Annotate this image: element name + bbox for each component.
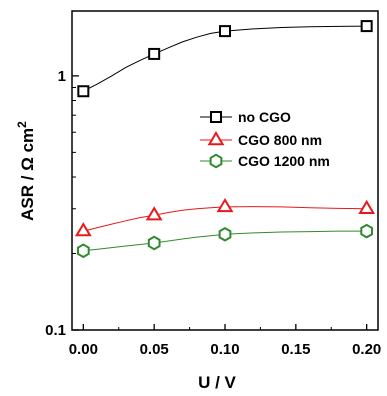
y-axis-title: ASR / Ω cm2 <box>15 121 37 221</box>
legend-label-3: CGO 1200 nm <box>238 153 330 169</box>
series-line-1 <box>83 25 367 92</box>
plot-frame <box>71 10 379 331</box>
series-2-point <box>145 206 163 221</box>
y-tick-label: 0.1 <box>45 322 66 339</box>
x-tick-label: 0.15 <box>281 341 310 358</box>
y-tick-labels: 0.11 <box>45 68 66 339</box>
series-line-3 <box>83 230 367 252</box>
legend-marker-2 <box>207 131 225 146</box>
y-axis-title-main: ASR / Ω cm <box>18 128 37 221</box>
series-3-point <box>360 223 374 239</box>
series-1-point <box>77 85 90 98</box>
legend: no CGO CGO 800 nm CGO 1200 nm <box>200 109 330 169</box>
series-2-point <box>216 197 234 213</box>
series-3-point <box>218 226 232 242</box>
series-curves <box>83 25 367 252</box>
series-line-2 <box>83 206 367 232</box>
y-tick-label: 1 <box>58 68 66 85</box>
legend-marker-1 <box>210 111 222 123</box>
series-3-point <box>76 243 90 259</box>
series-2-point <box>358 199 376 214</box>
x-tick-label: 0.05 <box>140 341 169 358</box>
legend-label-2: CGO 800 nm <box>238 132 322 148</box>
x-tick-label: 0.20 <box>352 341 381 358</box>
series-markers <box>74 20 376 259</box>
series-3-point <box>147 235 161 251</box>
series-2-point <box>74 222 92 237</box>
x-axis-title: U / V <box>198 373 236 392</box>
series-1-point <box>360 20 373 33</box>
series-1-point <box>148 47 161 60</box>
x-tick-label: 0.10 <box>210 341 239 358</box>
y-axis-title-superscript: 2 <box>15 121 29 128</box>
legend-label-1: no CGO <box>238 109 291 125</box>
x-tick-labels: 0.00 0.05 0.10 0.15 0.20 <box>69 341 382 358</box>
series-1-point <box>219 25 231 38</box>
legend-marker-3 <box>209 153 223 169</box>
x-tick-label: 0.00 <box>69 341 98 358</box>
